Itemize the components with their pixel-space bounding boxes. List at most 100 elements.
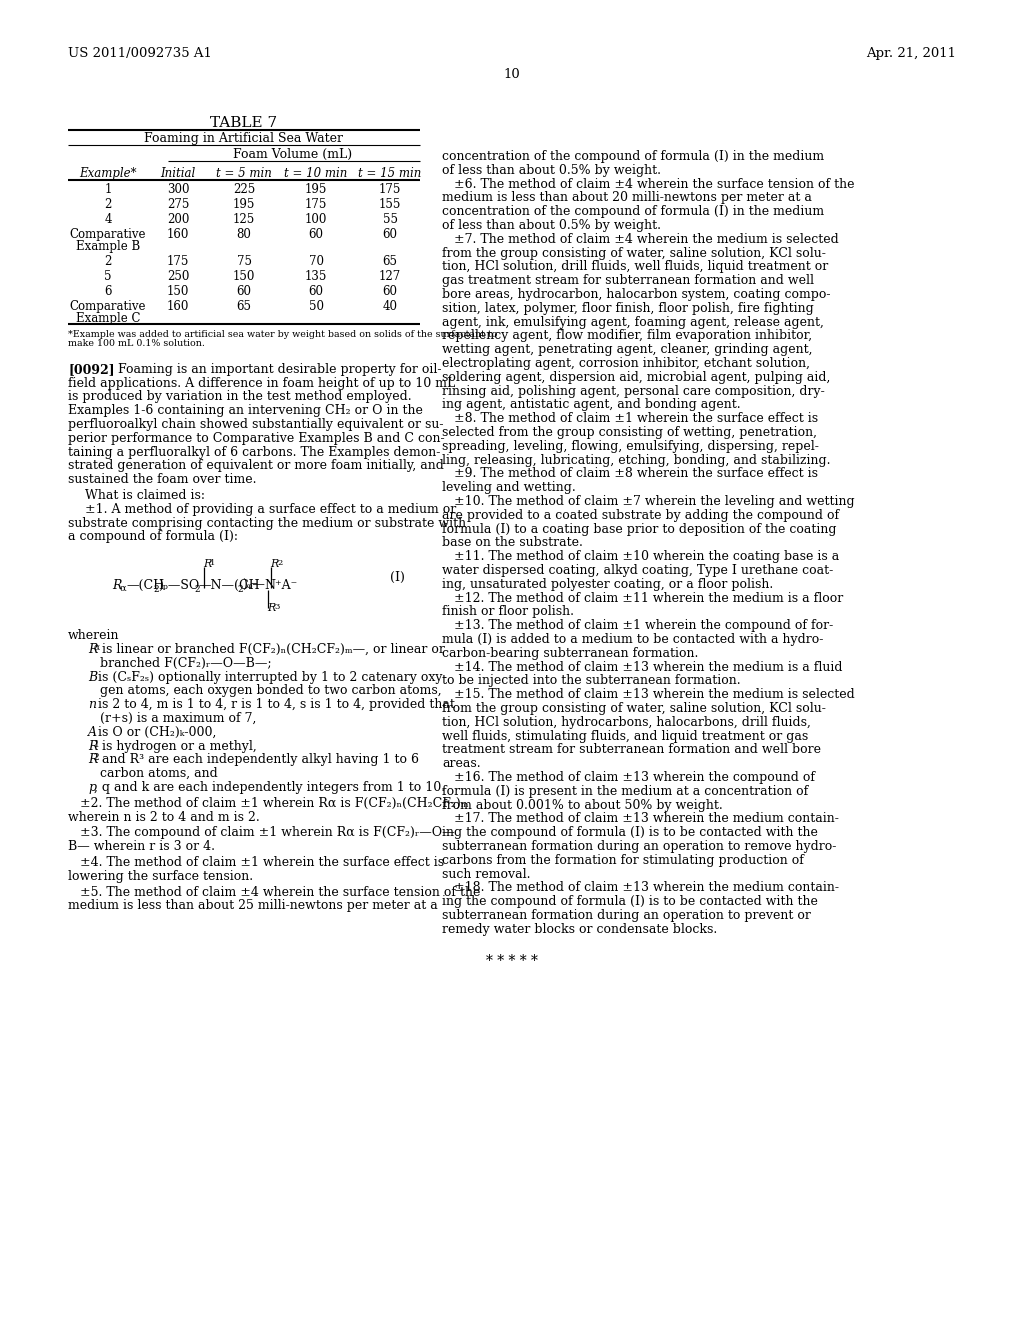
Text: Comparative: Comparative xyxy=(70,228,146,242)
Text: ±11. The method of claim ±10 wherein the coating base is a: ±11. The method of claim ±10 wherein the… xyxy=(442,550,840,564)
Text: branched F(CF₂)ᵣ—O—B—;: branched F(CF₂)ᵣ—O—B—; xyxy=(88,657,271,669)
Text: is hydrogen or a methyl,: is hydrogen or a methyl, xyxy=(98,739,257,752)
Text: wherein: wherein xyxy=(68,630,120,643)
Text: [0092]: [0092] xyxy=(68,363,115,376)
Text: Foam Volume (mL): Foam Volume (mL) xyxy=(232,148,352,161)
Text: ±16. The method of claim ±13 wherein the compound of: ±16. The method of claim ±13 wherein the… xyxy=(442,771,815,784)
Text: ±6. The method of claim ±4 wherein the surface tension of the: ±6. The method of claim ±4 wherein the s… xyxy=(442,178,854,190)
Text: lowering the surface tension.: lowering the surface tension. xyxy=(68,870,253,883)
Text: (I): (I) xyxy=(390,572,404,585)
Text: 2: 2 xyxy=(153,585,159,594)
Text: is O or (CH₂)ₖ-000,: is O or (CH₂)ₖ-000, xyxy=(93,726,216,739)
Text: Apr. 21, 2011: Apr. 21, 2011 xyxy=(866,48,956,59)
Text: 250: 250 xyxy=(167,271,189,282)
Text: 55: 55 xyxy=(383,213,397,226)
Text: strated generation of equivalent or more foam initially, and: strated generation of equivalent or more… xyxy=(68,459,443,473)
Text: remedy water blocks or condensate blocks.: remedy water blocks or condensate blocks… xyxy=(442,923,717,936)
Text: to be injected into the subterranean formation.: to be injected into the subterranean for… xyxy=(442,675,740,688)
Text: α: α xyxy=(120,585,127,593)
Text: R: R xyxy=(112,579,122,593)
Text: 200: 200 xyxy=(167,213,189,226)
Text: concentration of the compound of formula (I) in the medium: concentration of the compound of formula… xyxy=(442,150,824,162)
Text: ling, releasing, lubricating, etching, bonding, and stabilizing.: ling, releasing, lubricating, etching, b… xyxy=(442,454,830,466)
Text: 160: 160 xyxy=(167,300,189,313)
Text: 100: 100 xyxy=(305,213,328,226)
Text: and R³ are each independently alkyl having 1 to 6: and R³ are each independently alkyl havi… xyxy=(98,754,420,767)
Text: substrate comprising contacting the medium or substrate with: substrate comprising contacting the medi… xyxy=(68,516,466,529)
Text: ing the compound of formula (I) is to be contacted with the: ing the compound of formula (I) is to be… xyxy=(442,826,818,840)
Text: selected from the group consisting of wetting, penetration,: selected from the group consisting of we… xyxy=(442,426,817,440)
Text: R: R xyxy=(88,754,97,767)
Text: )ᵩ—: )ᵩ— xyxy=(242,579,265,593)
Text: —N—(CH: —N—(CH xyxy=(198,579,260,593)
Text: 127: 127 xyxy=(379,271,401,282)
Text: 60: 60 xyxy=(308,285,324,298)
Text: ±12. The method of claim ±11 wherein the medium is a floor: ±12. The method of claim ±11 wherein the… xyxy=(442,591,843,605)
Text: bore areas, hydrocarbon, halocarbon system, coating compo-: bore areas, hydrocarbon, halocarbon syst… xyxy=(442,288,830,301)
Text: 175: 175 xyxy=(305,198,328,211)
Text: , q and k are each independently integers from 1 to 10.: , q and k are each independently integer… xyxy=(93,781,444,795)
Text: medium is less than about 25 milli-newtons per meter at a: medium is less than about 25 milli-newto… xyxy=(68,899,437,912)
Text: 50: 50 xyxy=(308,300,324,313)
Text: B— wherein r is 3 or 4.: B— wherein r is 3 or 4. xyxy=(68,841,215,853)
Text: repellency agent, flow modifier, film evaporation inhibitor,: repellency agent, flow modifier, film ev… xyxy=(442,330,812,342)
Text: 175: 175 xyxy=(167,255,189,268)
Text: 60: 60 xyxy=(383,285,397,298)
Text: a compound of formula (I):: a compound of formula (I): xyxy=(68,531,238,544)
Text: 80: 80 xyxy=(237,228,252,242)
Text: carbon-bearing subterranean formation.: carbon-bearing subterranean formation. xyxy=(442,647,698,660)
Text: 1: 1 xyxy=(104,183,112,195)
Text: A: A xyxy=(88,726,97,739)
Text: taining a perfluoralkyl of 6 carbons. The Examples demon-: taining a perfluoralkyl of 6 carbons. Th… xyxy=(68,446,440,458)
Text: 40: 40 xyxy=(383,300,397,313)
Text: n: n xyxy=(88,698,96,711)
Text: 2: 2 xyxy=(237,585,243,594)
Text: is 2 to 4, m is 1 to 4, r is 1 to 4, s is 1 to 4, provided that: is 2 to 4, m is 1 to 4, r is 1 to 4, s i… xyxy=(93,698,455,711)
Text: 10: 10 xyxy=(504,69,520,81)
Text: gen atoms, each oxygen bonded to two carbon atoms,: gen atoms, each oxygen bonded to two car… xyxy=(88,684,441,697)
Text: ing, unsaturated polyester coating, or a floor polish.: ing, unsaturated polyester coating, or a… xyxy=(442,578,773,591)
Text: carbons from the formation for stimulating production of: carbons from the formation for stimulati… xyxy=(442,854,804,867)
Text: 2: 2 xyxy=(278,560,283,568)
Text: are provided to a coated substrate by adding the compound of: are provided to a coated substrate by ad… xyxy=(442,508,839,521)
Text: is (CₛF₂ₛ) optionally interrupted by 1 to 2 catenary oxy-: is (CₛF₂ₛ) optionally interrupted by 1 t… xyxy=(93,671,446,684)
Text: Initial: Initial xyxy=(161,168,196,180)
Text: 150: 150 xyxy=(232,271,255,282)
Text: TABLE 7: TABLE 7 xyxy=(211,116,278,129)
Text: Foaming in Artificial Sea Water: Foaming in Artificial Sea Water xyxy=(144,132,343,145)
Text: sustained the foam over time.: sustained the foam over time. xyxy=(68,473,256,486)
Text: ±17. The method of claim ±13 wherein the medium contain-: ±17. The method of claim ±13 wherein the… xyxy=(442,812,839,825)
Text: )ₚ—SO: )ₚ—SO xyxy=(158,579,200,593)
Text: ±2. The method of claim ±1 wherein Rα is F(CF₂)ₙ(CH₂CF₂)ₘ: ±2. The method of claim ±1 wherein Rα is… xyxy=(68,797,469,809)
Text: R: R xyxy=(270,560,279,569)
Text: t = 5 min: t = 5 min xyxy=(216,168,272,180)
Text: α: α xyxy=(93,643,99,652)
Text: 1: 1 xyxy=(210,560,215,568)
Text: ±18. The method of claim ±13 wherein the medium contain-: ±18. The method of claim ±13 wherein the… xyxy=(442,882,839,895)
Text: 60: 60 xyxy=(383,228,397,242)
Text: Comparative: Comparative xyxy=(70,300,146,313)
Text: 150: 150 xyxy=(167,285,189,298)
Text: perfluoroalkyl chain showed substantially equivalent or su-: perfluoroalkyl chain showed substantiall… xyxy=(68,418,443,432)
Text: ±14. The method of claim ±13 wherein the medium is a fluid: ±14. The method of claim ±13 wherein the… xyxy=(442,660,843,673)
Text: 160: 160 xyxy=(167,228,189,242)
Text: 195: 195 xyxy=(232,198,255,211)
Text: 1: 1 xyxy=(93,739,99,748)
Text: ing agent, antistatic agent, and bonding agent.: ing agent, antistatic agent, and bonding… xyxy=(442,399,740,412)
Text: ±15. The method of claim ±13 wherein the medium is selected: ±15. The method of claim ±13 wherein the… xyxy=(442,688,855,701)
Text: Examples 1-6 containing an intervening CH₂ or O in the: Examples 1-6 containing an intervening C… xyxy=(68,404,423,417)
Text: is linear or branched F(CF₂)ₙ(CH₂CF₂)ₘ—, or linear or: is linear or branched F(CF₂)ₙ(CH₂CF₂)ₘ—,… xyxy=(98,643,445,656)
Text: 75: 75 xyxy=(237,255,252,268)
Text: 2: 2 xyxy=(104,198,112,211)
Text: such removal.: such removal. xyxy=(442,867,530,880)
Text: ±9. The method of claim ±8 wherein the surface effect is: ±9. The method of claim ±8 wherein the s… xyxy=(442,467,818,480)
Text: leveling and wetting.: leveling and wetting. xyxy=(442,482,575,494)
Text: Example C: Example C xyxy=(76,312,140,325)
Text: mula (I) is added to a medium to be contacted with a hydro-: mula (I) is added to a medium to be cont… xyxy=(442,634,823,645)
Text: ±3. The compound of claim ±1 wherein Rα is F(CF₂)ᵣ—O—: ±3. The compound of claim ±1 wherein Rα … xyxy=(68,826,455,840)
Text: 5: 5 xyxy=(104,271,112,282)
Text: electroplating agent, corrosion inhibitor, etchant solution,: electroplating agent, corrosion inhibito… xyxy=(442,356,810,370)
Text: of less than about 0.5% by weight.: of less than about 0.5% by weight. xyxy=(442,164,662,177)
Text: from about 0.001% to about 50% by weight.: from about 0.001% to about 50% by weight… xyxy=(442,799,723,812)
Text: ±4. The method of claim ±1 wherein the surface effect is: ±4. The method of claim ±1 wherein the s… xyxy=(68,855,444,869)
